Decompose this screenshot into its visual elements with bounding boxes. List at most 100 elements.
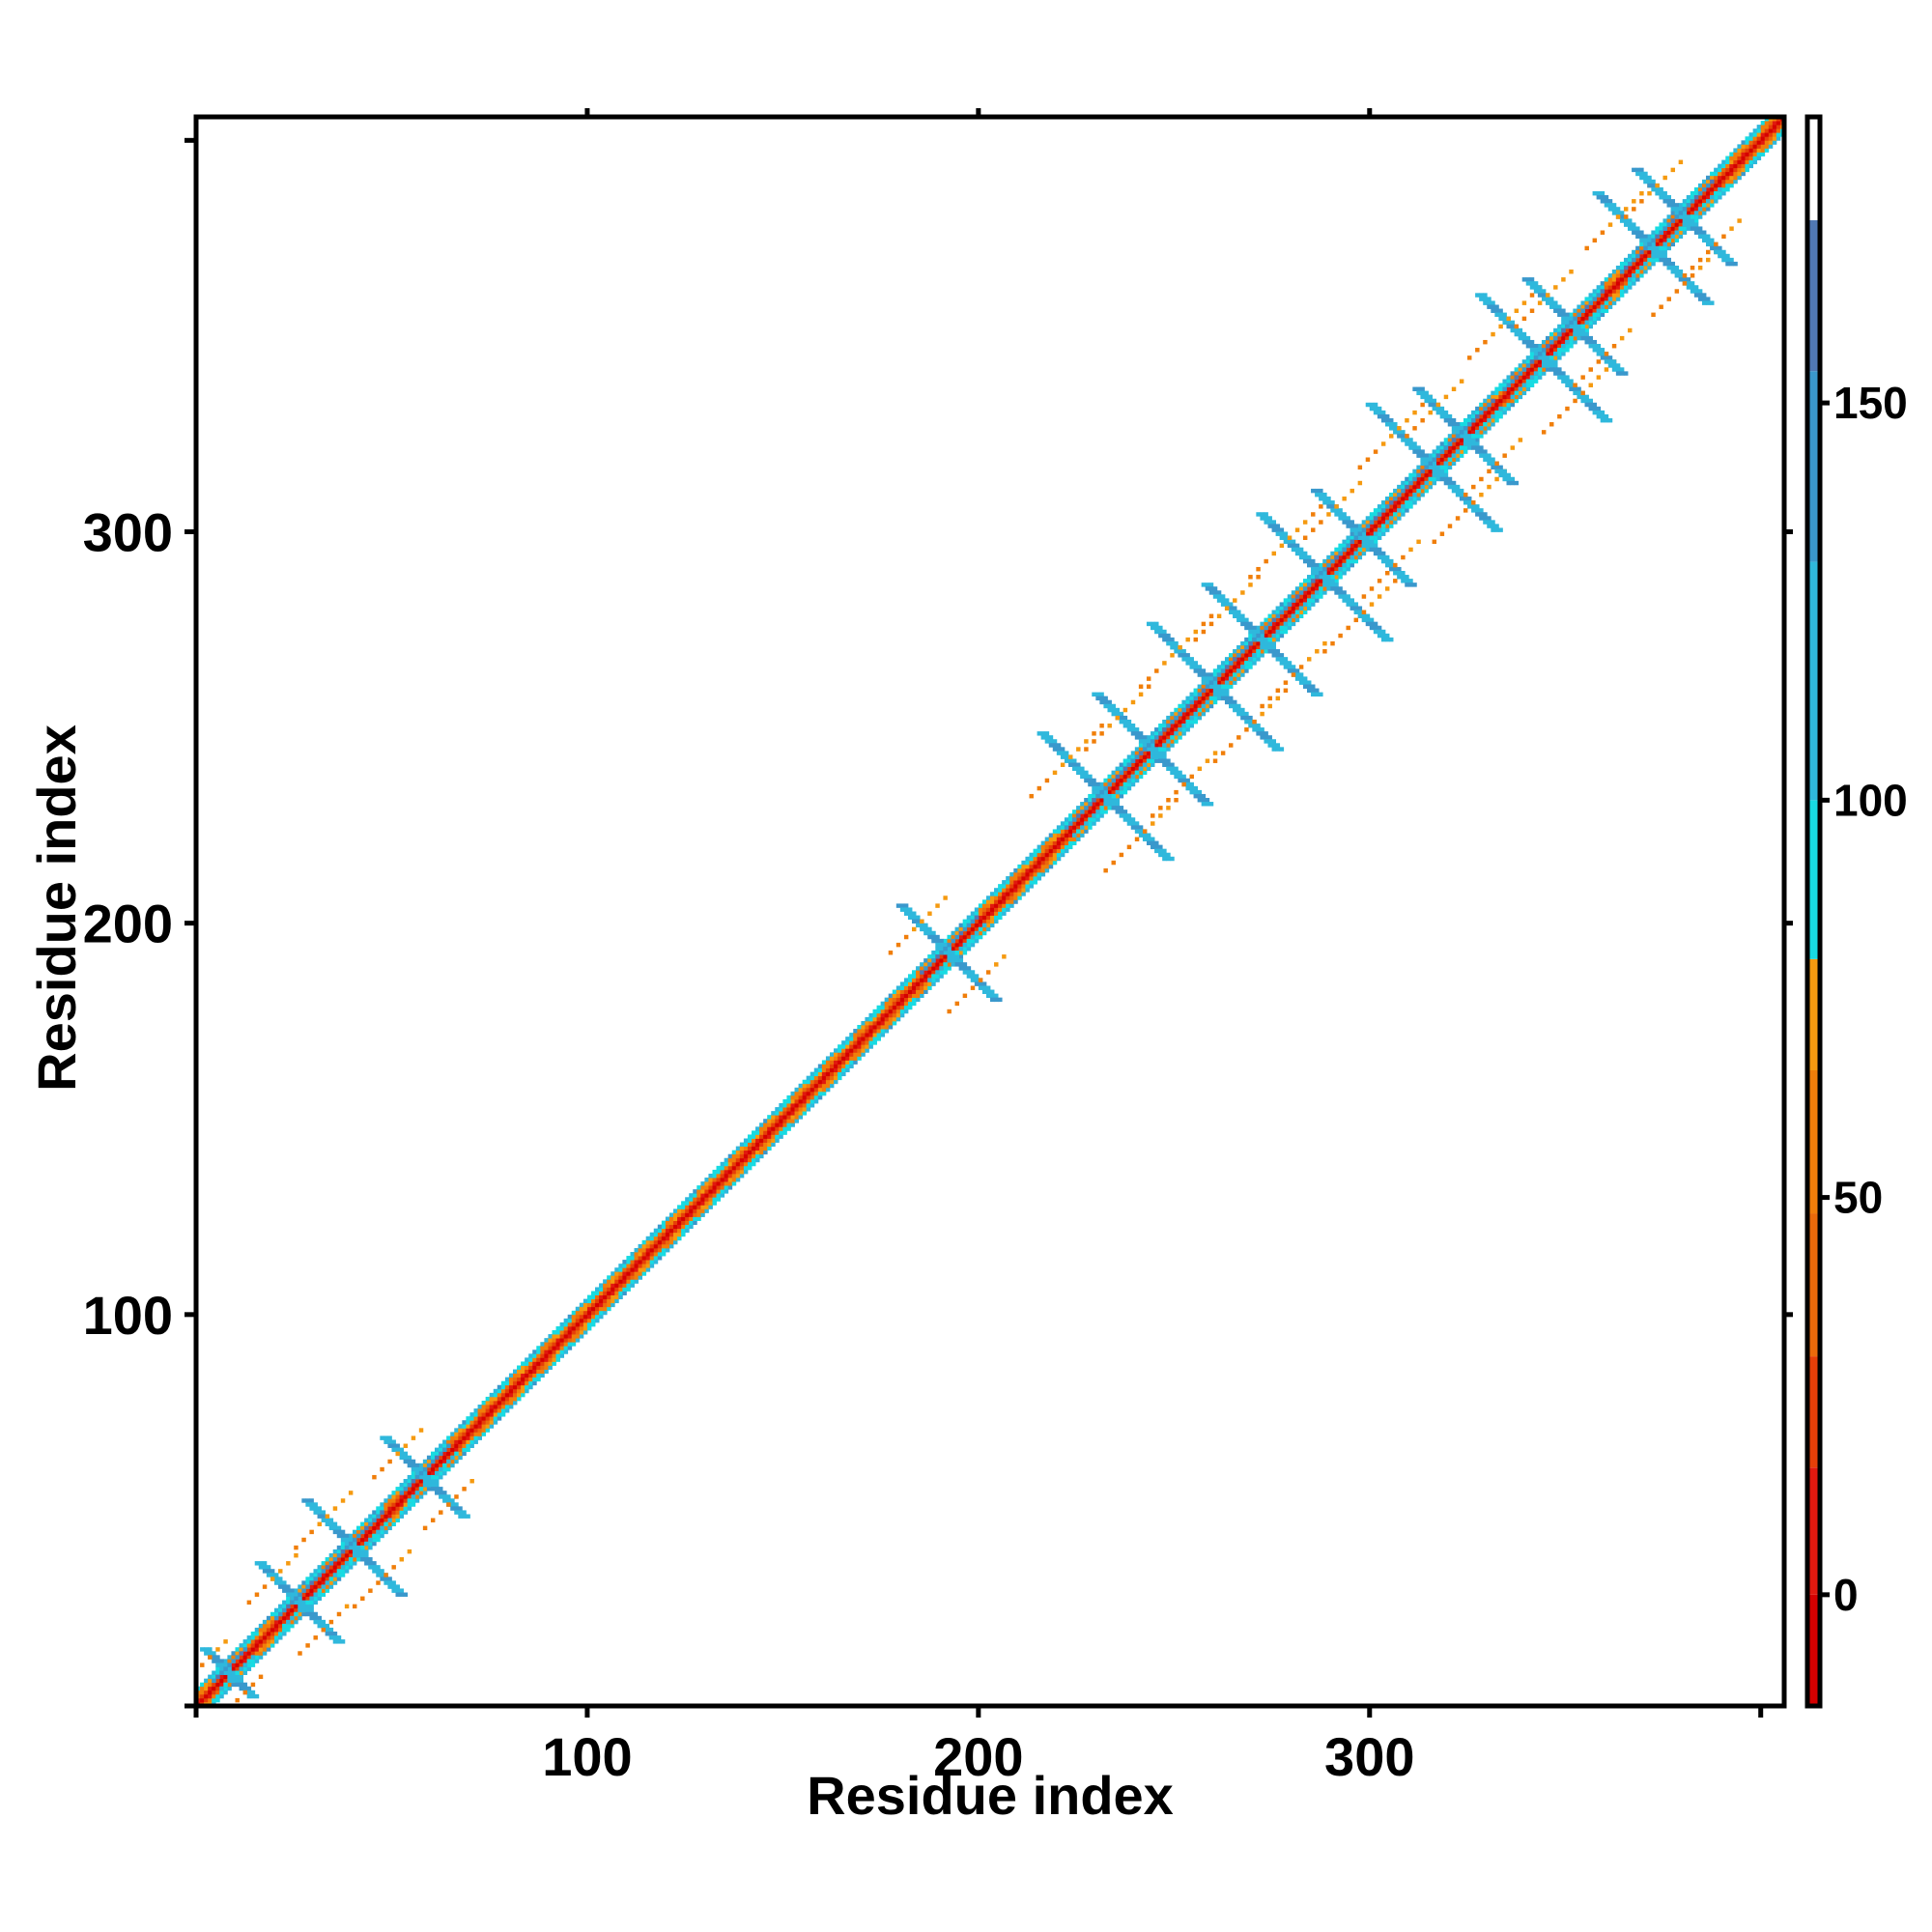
heatmap-cell <box>1162 637 1167 642</box>
heatmap-cell <box>1142 743 1148 748</box>
heatmap-cell <box>1455 438 1461 442</box>
heatmap-cell <box>1248 724 1253 728</box>
heatmap-cell <box>779 1122 783 1127</box>
heatmap-cell <box>340 1552 346 1558</box>
heatmap-cell <box>1604 297 1609 301</box>
heatmap-cell <box>212 1670 216 1675</box>
heatmap-cell <box>586 1318 592 1323</box>
heatmap-cell <box>1170 770 1175 776</box>
heatmap-cell <box>1208 613 1214 619</box>
heatmap-cell <box>1076 825 1081 830</box>
heatmap-cell <box>384 1521 388 1527</box>
heatmap-cell <box>916 974 921 979</box>
heatmap-cell <box>473 1428 478 1433</box>
heatmap-cell <box>1588 293 1593 298</box>
heatmap-cell <box>1729 167 1734 173</box>
heatmap-cell <box>1240 621 1245 627</box>
heatmap-cell <box>313 1506 318 1511</box>
heatmap-cell <box>1615 293 1621 298</box>
heatmap-cell <box>1009 892 1014 896</box>
heatmap-cell <box>305 1580 310 1585</box>
heatmap-cell <box>1455 453 1461 458</box>
heatmap-cell <box>1498 413 1503 419</box>
heatmap-cell <box>1006 907 1010 912</box>
heatmap-cell <box>223 1659 228 1663</box>
heatmap-cell <box>1714 195 1719 200</box>
heatmap-cell <box>1756 128 1762 133</box>
heatmap-cell <box>1252 633 1257 639</box>
heatmap-cell <box>586 1294 592 1300</box>
heatmap-cell <box>1588 312 1593 318</box>
heatmap-cell <box>469 1432 474 1436</box>
heatmap-cell <box>1350 562 1354 568</box>
heatmap-cell <box>242 1686 248 1691</box>
heatmap-cell <box>912 970 917 975</box>
heatmap-cell <box>1334 554 1339 560</box>
heatmap-cell <box>1170 715 1175 721</box>
heatmap-cell <box>270 1635 275 1640</box>
heatmap-cell <box>1029 856 1034 862</box>
heatmap-cell <box>1084 770 1089 776</box>
heatmap-cell <box>387 1435 392 1440</box>
heatmap-cell <box>1428 480 1433 486</box>
heatmap-cell <box>704 1193 709 1198</box>
heatmap-cell <box>1491 410 1495 415</box>
heatmap-cell <box>1557 327 1562 333</box>
heatmap-cell <box>1607 281 1613 286</box>
heatmap-cell <box>739 1169 745 1175</box>
heatmap-cell <box>305 1588 310 1593</box>
heatmap-cell <box>548 1334 553 1339</box>
heatmap-cell <box>1322 649 1327 654</box>
heatmap-cell <box>1302 520 1308 525</box>
heatmap-cell <box>352 1537 357 1543</box>
heatmap-cell <box>1151 840 1155 846</box>
heatmap-cell <box>1690 211 1695 215</box>
heatmap-cell <box>782 1103 787 1108</box>
heatmap-cell <box>641 1271 647 1276</box>
heatmap-cell <box>446 1459 451 1464</box>
heatmap-cell <box>880 1033 886 1037</box>
heatmap-cell <box>301 1600 306 1605</box>
heatmap-cell <box>853 1048 858 1053</box>
heatmap-cell <box>1346 558 1350 564</box>
heatmap-cell <box>1076 817 1081 822</box>
heatmap-cell <box>743 1138 749 1143</box>
heatmap-cell <box>1346 625 1350 631</box>
heatmap-cell <box>540 1369 545 1374</box>
heatmap-cell <box>489 1412 495 1417</box>
heatmap-cell <box>1529 363 1535 368</box>
heatmap-cell <box>813 1087 819 1093</box>
heatmap-cell <box>1651 257 1656 263</box>
heatmap-cell <box>1076 762 1081 767</box>
heatmap-cell <box>1193 789 1199 795</box>
heatmap-cell <box>273 1619 279 1625</box>
heatmap-cell <box>990 907 995 912</box>
heatmap-cell <box>1338 590 1343 595</box>
heatmap-cell <box>439 1443 443 1448</box>
heatmap-cell <box>500 1412 506 1417</box>
heatmap-cell <box>1639 257 1644 263</box>
heatmap-cell <box>696 1208 701 1213</box>
heatmap-cell <box>325 1514 330 1519</box>
heatmap-cell <box>1373 547 1378 553</box>
heatmap-cell <box>1319 586 1323 591</box>
heatmap-cell <box>336 1611 342 1617</box>
heatmap-cell <box>1264 621 1268 627</box>
heatmap-cell <box>1291 543 1296 549</box>
heatmap-cell <box>759 1150 764 1155</box>
heatmap-cell <box>517 1377 522 1382</box>
heatmap-cell <box>1021 867 1026 873</box>
heatmap-cell <box>782 1122 787 1127</box>
heatmap-cell <box>231 1659 236 1663</box>
heatmap-cell <box>829 1079 835 1085</box>
heatmap-cell <box>1506 390 1511 396</box>
heatmap-cell <box>1220 602 1226 607</box>
heatmap-cell <box>1420 461 1425 466</box>
heatmap-cell <box>1546 352 1550 356</box>
heatmap-cell <box>1389 637 1394 642</box>
heatmap-cell <box>1393 571 1398 576</box>
heatmap-cell <box>1056 837 1062 841</box>
heatmap-cell <box>1525 375 1531 380</box>
heatmap-cell <box>693 1201 697 1206</box>
heatmap-cell <box>1067 829 1073 834</box>
